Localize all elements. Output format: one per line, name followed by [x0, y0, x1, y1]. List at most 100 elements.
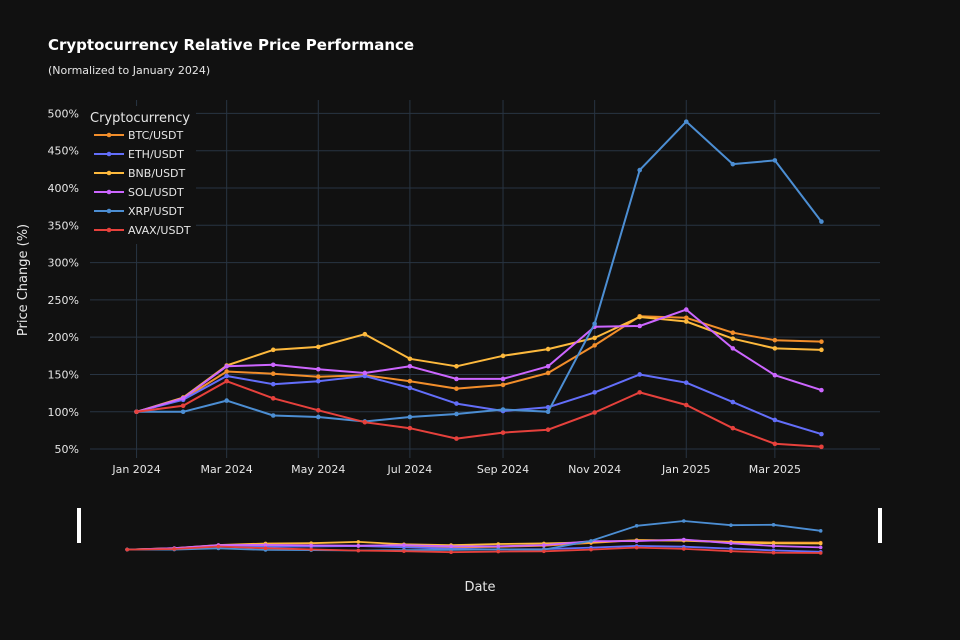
data-point[interactable]: [545, 409, 551, 415]
y-tick-label: 250%: [48, 294, 79, 307]
data-point[interactable]: [407, 425, 413, 431]
legend-marker: [106, 151, 112, 157]
data-point[interactable]: [730, 330, 736, 336]
data-point[interactable]: [772, 441, 778, 447]
legend-item[interactable]: BNB/USDT: [94, 167, 186, 180]
slider-data-point: [542, 543, 546, 547]
data-point[interactable]: [772, 346, 778, 351]
data-point[interactable]: [224, 363, 229, 369]
range-slider[interactable]: [77, 508, 882, 555]
data-point[interactable]: [407, 356, 413, 362]
data-point[interactable]: [180, 403, 186, 409]
data-point[interactable]: [819, 347, 824, 353]
data-point[interactable]: [270, 362, 276, 368]
legend-marker: [106, 208, 112, 214]
data-point[interactable]: [500, 382, 506, 388]
data-point[interactable]: [315, 374, 321, 380]
data-point[interactable]: [315, 366, 321, 372]
data-point[interactable]: [637, 323, 642, 329]
legend[interactable]: Cryptocurrency BTC/USDT ETH/USDT BNB/USDT S…: [84, 106, 196, 244]
data-point[interactable]: [592, 321, 597, 327]
data-point[interactable]: [362, 331, 368, 337]
data-point[interactable]: [315, 344, 321, 350]
data-point[interactable]: [407, 363, 413, 369]
data-point[interactable]: [730, 346, 736, 351]
range-slider-right-handle[interactable]: [878, 508, 882, 543]
data-point[interactable]: [180, 396, 186, 401]
data-point[interactable]: [545, 427, 551, 432]
data-point[interactable]: [224, 373, 229, 379]
data-point[interactable]: [819, 444, 824, 450]
data-point[interactable]: [545, 370, 551, 376]
data-point[interactable]: [270, 396, 276, 401]
data-point[interactable]: [454, 376, 459, 382]
data-point[interactable]: [315, 407, 321, 413]
legend-item[interactable]: ETH/USDT: [94, 148, 184, 161]
data-point[interactable]: [592, 390, 597, 395]
data-point[interactable]: [454, 386, 459, 391]
data-point[interactable]: [683, 380, 689, 385]
data-point[interactable]: [772, 417, 778, 423]
data-point[interactable]: [180, 409, 186, 415]
data-point[interactable]: [362, 370, 368, 376]
data-point[interactable]: [454, 363, 459, 369]
y-tick-label: 350%: [48, 219, 79, 232]
data-point[interactable]: [730, 161, 736, 167]
series-btc-usdt: [134, 313, 824, 415]
data-point[interactable]: [637, 390, 642, 395]
data-point[interactable]: [772, 337, 778, 343]
data-point[interactable]: [819, 219, 824, 224]
data-point[interactable]: [637, 167, 642, 173]
data-point[interactable]: [637, 372, 642, 377]
data-point[interactable]: [772, 158, 778, 163]
data-point[interactable]: [407, 385, 413, 391]
data-point[interactable]: [270, 347, 276, 353]
data-point[interactable]: [545, 363, 551, 369]
data-point[interactable]: [683, 315, 689, 321]
data-point[interactable]: [592, 410, 597, 415]
data-point[interactable]: [730, 336, 736, 341]
data-point[interactable]: [500, 353, 506, 359]
y-tick-label: 150%: [48, 368, 79, 381]
data-point[interactable]: [819, 339, 824, 344]
data-point[interactable]: [730, 399, 736, 405]
data-point[interactable]: [454, 436, 459, 441]
data-point[interactable]: [683, 119, 689, 124]
data-point[interactable]: [819, 387, 824, 393]
data-point[interactable]: [683, 402, 689, 408]
range-slider-left-handle[interactable]: [77, 508, 81, 543]
slider-series-line: [127, 545, 821, 554]
legend-item[interactable]: BTC/USDT: [94, 129, 184, 142]
legend-item[interactable]: XRP/USDT: [94, 205, 184, 218]
legend-item[interactable]: AVAX/USDT: [94, 224, 191, 237]
data-point[interactable]: [637, 314, 642, 320]
data-point[interactable]: [819, 431, 824, 437]
data-point[interactable]: [224, 398, 229, 403]
data-point[interactable]: [407, 414, 413, 420]
data-point[interactable]: [500, 407, 506, 412]
chart-title: Cryptocurrency Relative Price Performanc…: [48, 36, 414, 54]
data-point[interactable]: [730, 425, 736, 431]
data-point[interactable]: [270, 413, 276, 418]
data-point[interactable]: [683, 319, 689, 324]
data-point[interactable]: [545, 346, 551, 352]
data-point[interactable]: [592, 343, 597, 348]
data-point[interactable]: [407, 378, 413, 384]
data-point[interactable]: [772, 372, 778, 378]
data-point[interactable]: [454, 411, 459, 417]
data-point[interactable]: [592, 335, 597, 341]
slider-data-point: [729, 549, 733, 553]
data-point[interactable]: [270, 371, 276, 377]
data-point[interactable]: [315, 414, 321, 420]
data-point[interactable]: [224, 378, 229, 384]
data-point[interactable]: [683, 307, 689, 312]
data-point[interactable]: [500, 376, 506, 382]
legend-item[interactable]: SOL/USDT: [94, 186, 184, 199]
data-point[interactable]: [270, 381, 276, 387]
data-point[interactable]: [500, 430, 506, 435]
data-point[interactable]: [454, 401, 459, 406]
data-point[interactable]: [315, 378, 321, 384]
data-point[interactable]: [362, 419, 368, 425]
data-point[interactable]: [134, 409, 139, 415]
data-point[interactable]: [224, 369, 229, 374]
